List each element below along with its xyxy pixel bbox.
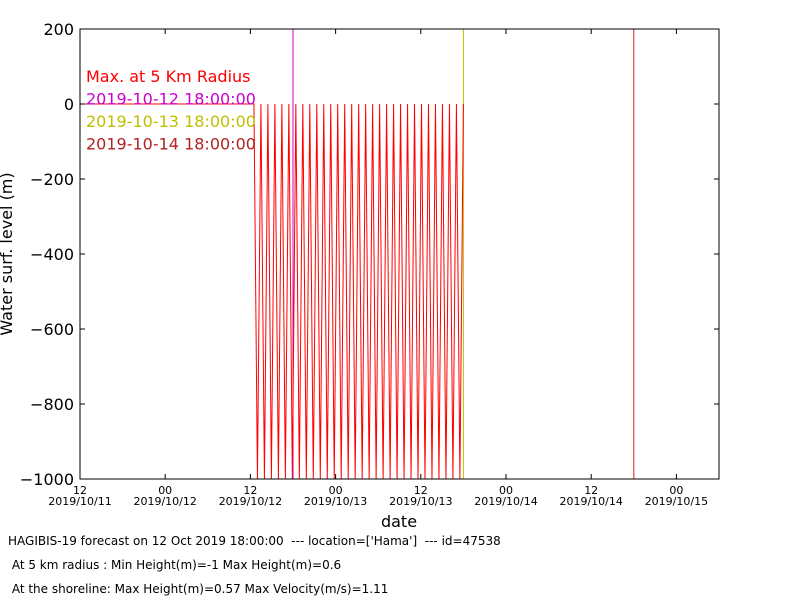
x-tick-label-date: 2019/10/15 (645, 495, 708, 508)
legend-entry-4: 2019-10-14 18:00:00 (86, 135, 256, 154)
y-tick-label: −600 (30, 320, 74, 339)
x-tick-label-time: 12 (243, 484, 257, 497)
y-axis-label: Water surf. level (m) (0, 172, 16, 335)
x-tick-label-time: 00 (499, 484, 513, 497)
x-tick-label-time: 00 (158, 484, 172, 497)
y-tick-label: 200 (43, 20, 74, 39)
x-tick-label-time: 00 (329, 484, 343, 497)
y-tick-label: −800 (30, 395, 74, 414)
x-tick-label-date: 2019/10/12 (219, 495, 282, 508)
footer-forecast-info: HAGIBIS-19 forecast on 12 Oct 2019 18:00… (8, 534, 501, 548)
x-tick-label-date: 2019/10/12 (133, 495, 196, 508)
x-tick-label-date: 2019/10/14 (474, 495, 537, 508)
x-tick-label-time: 00 (669, 484, 683, 497)
x-tick-label-date: 2019/10/11 (48, 495, 111, 508)
x-tick-label-date: 2019/10/14 (559, 495, 622, 508)
y-tick-label: 0 (64, 95, 74, 114)
y-tick-label: −1000 (20, 470, 74, 489)
series-line-1 (80, 103, 464, 480)
x-tick-label-time: 12 (73, 484, 87, 497)
legend: Max. at 5 Km Radius 2019-10-12 18:00:00 20… (86, 67, 256, 154)
x-tick-label-time: 12 (414, 484, 428, 497)
y-axis: 200 0 −200 −400 −600 −800 −1000 (20, 20, 719, 489)
footer-shoreline-info: At the shoreline: Max Height(m)=0.57 Max… (8, 582, 389, 596)
legend-entry-3: 2019-10-13 18:00:00 (86, 112, 256, 131)
x-tick-label-time: 12 (584, 484, 598, 497)
legend-entry-2: 2019-10-12 18:00:00 (86, 90, 256, 109)
x-tick-label-date: 2019/10/13 (389, 495, 452, 508)
plot-lines (80, 29, 635, 480)
legend-entry-1: Max. at 5 Km Radius (86, 67, 251, 86)
x-axis: 122019/10/11002019/10/12122019/10/120020… (48, 29, 708, 508)
y-tick-label: −200 (30, 170, 74, 189)
x-axis-label: date (381, 512, 417, 531)
footer-radius-info: At 5 km radius : Min Height(m)=-1 Max He… (8, 558, 342, 572)
x-tick-label-date: 2019/10/13 (304, 495, 367, 508)
y-tick-label: −400 (30, 245, 74, 264)
